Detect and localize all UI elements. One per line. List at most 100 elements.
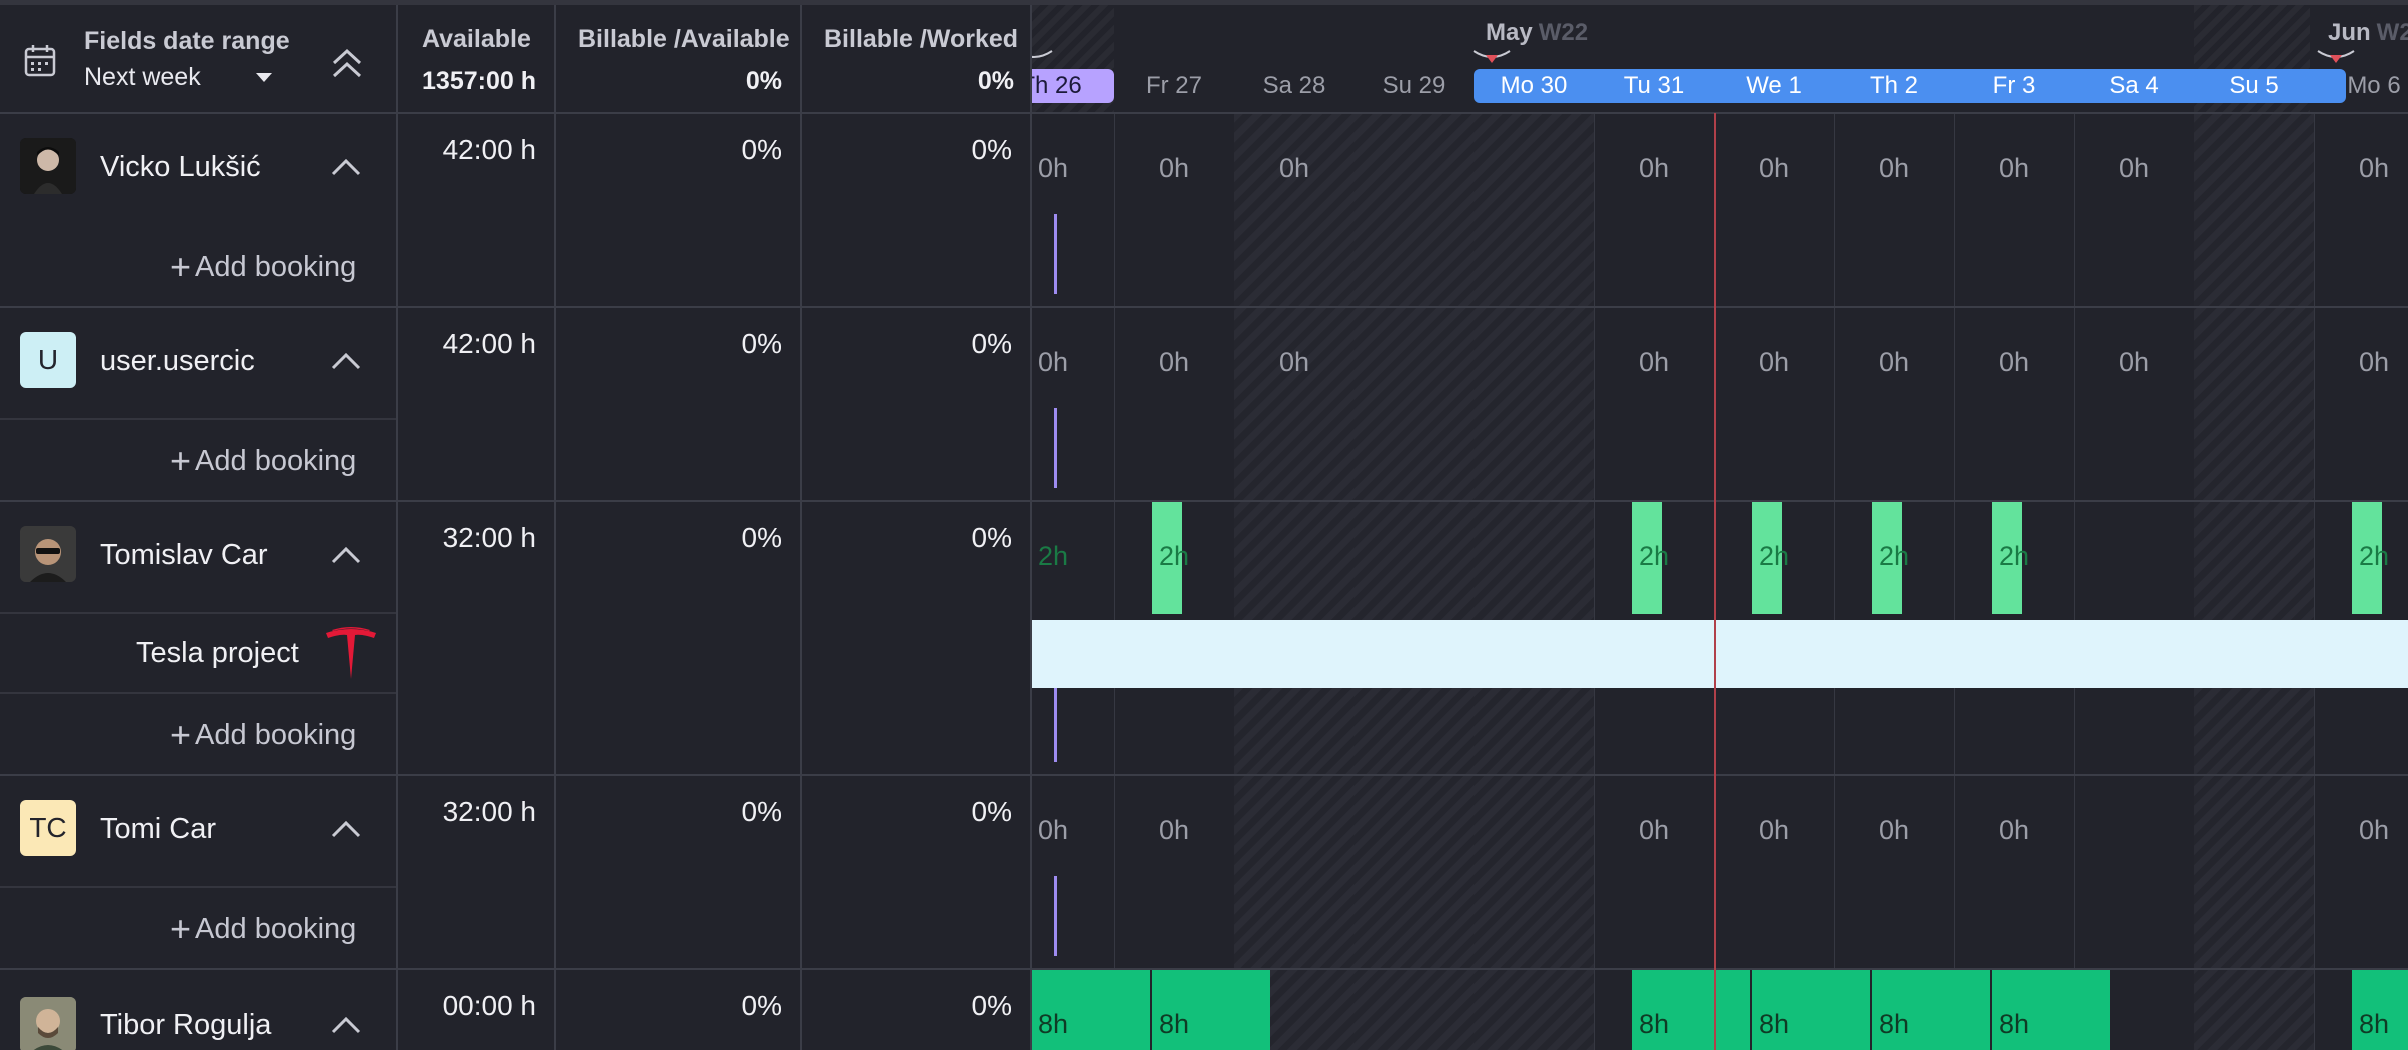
chevron-up-icon[interactable] [330,1015,362,1035]
day-label[interactable]: Sa 28 [1262,72,1326,99]
billable-available-column-header[interactable]: Billable /Available 0% [556,5,800,113]
day-hours[interactable]: 2h [1638,541,1670,571]
day-hours[interactable]: 0h [1998,153,2030,183]
plus-icon: + [170,908,192,949]
booking-block[interactable] [1152,502,1182,614]
avatar: U [20,332,76,388]
chevron-up-icon[interactable] [330,819,362,839]
day-hours[interactable]: 2h [1158,541,1190,571]
day-hours[interactable]: 0h [2358,153,2390,183]
chevron-up-icon[interactable] [330,351,362,371]
day-hours[interactable]: 0h [1758,815,1790,845]
day-label[interactable]: Su 29 [1382,72,1446,99]
day-hours[interactable]: 8h [2358,1009,2390,1039]
day-hours[interactable]: 2h [1998,541,2030,571]
day-label[interactable]: We 1 [1746,72,1802,99]
person-row: Vicko Lukšić + Add booking [0,113,396,306]
day-hours[interactable]: 0h [1878,815,1910,845]
day-label[interactable]: Tu 31 [1623,72,1685,99]
day-hours[interactable]: 8h [1038,1009,1069,1039]
day-hours[interactable]: 0h [1638,153,1670,183]
day-hours[interactable]: 2h [1758,541,1790,571]
billable-worked: 0% [971,522,1012,553]
chevron-up-icon[interactable] [330,157,362,177]
billable-worked: 0% [971,328,1012,359]
day-hours[interactable]: 0h [1278,153,1310,183]
day-hours[interactable]: 0h [1758,347,1790,377]
day-hours[interactable]: 2h [1038,541,1069,571]
booking-block[interactable] [1872,502,1902,614]
date-range-filter[interactable]: Fields date range Next week [0,5,396,113]
day-hours[interactable]: 0h [1758,153,1790,183]
day-hours[interactable]: 0h [2118,347,2150,377]
day-label-today[interactable]: Th 26 [1032,69,1114,103]
booking-block[interactable] [1752,502,1782,614]
person-name[interactable]: Vicko Lukšić [100,151,261,183]
day-hours[interactable]: 0h [1158,815,1190,845]
booking-block[interactable] [1752,970,1870,1050]
project-name[interactable]: Tesla project [136,637,299,669]
day-hours[interactable]: 0h [2118,153,2150,183]
booking-block[interactable] [2352,970,2408,1050]
day-hours[interactable]: 0h [1038,347,1069,377]
available-hours: 00:00 h [442,990,536,1021]
chevron-up-icon[interactable] [330,545,362,565]
day-hours[interactable]: 8h [1758,1009,1790,1039]
non-working-day [1354,113,1474,1050]
day-hours[interactable]: 2h [2358,541,2390,571]
add-booking-button[interactable]: + Add booking [170,246,357,287]
day-hours[interactable]: 0h [1998,347,2030,377]
day-hours[interactable]: 0h [1878,153,1910,183]
booking-block[interactable] [1032,970,1150,1050]
day-label[interactable]: Mo 6 [2347,72,2401,99]
add-booking-button[interactable]: + Add booking [170,440,357,481]
day-hours[interactable]: 0h [2358,815,2390,845]
billable-available: 0% [741,328,782,359]
day-hours[interactable]: 0h [1278,347,1310,377]
day-label[interactable]: Th 2 [1869,72,1919,99]
selected-range[interactable] [1474,69,2346,103]
booking-block[interactable] [1992,970,2110,1050]
add-booking-button[interactable]: + Add booking [170,908,357,949]
add-booking-button[interactable]: + Add booking [170,714,357,755]
booking-block[interactable] [1632,502,1662,614]
day-hours[interactable]: 0h [1878,347,1910,377]
booking-block[interactable] [1992,502,2022,614]
caret-down-icon[interactable] [254,70,274,84]
day-hours[interactable]: 8h [1998,1009,2030,1039]
day-label[interactable]: Fr 27 [1145,72,1202,99]
day-hours[interactable]: 0h [1158,347,1190,377]
day-hours[interactable]: 0h [1638,347,1670,377]
day-hours[interactable]: 0h [1638,815,1670,845]
billable-worked-column-header[interactable]: Billable /Worked 0% [802,5,1032,113]
person-name[interactable]: Tibor Rogulja [100,1009,272,1041]
day-label[interactable]: Su 5 [2229,72,2279,99]
day-separator [1834,113,1835,1050]
person-name[interactable]: Tomislav Car [100,539,268,571]
booking-block[interactable] [1872,970,1990,1050]
double-chevron-up-icon[interactable] [328,43,366,83]
day-hours[interactable]: 8h [1878,1009,1910,1039]
available-column-header[interactable]: Available 1357:00 h [398,5,554,113]
day-label[interactable]: Mo 30 [1500,72,1568,99]
booking-block[interactable] [1152,970,1270,1050]
day-label[interactable]: Fr 3 [1992,72,2036,99]
person-name[interactable]: user.usercic [100,345,255,377]
day-hours[interactable]: 8h [1638,1009,1670,1039]
date-range-select[interactable]: Next week [84,63,201,91]
day-hours[interactable]: 0h [1038,815,1069,845]
day-hours[interactable]: 0h [1158,153,1190,183]
day-hours[interactable]: 0h [1998,815,2030,845]
day-label[interactable]: Sa 4 [2109,72,2159,99]
project-booking-bar[interactable] [1032,620,2408,688]
non-working-day [1234,113,1354,1050]
day-hours[interactable]: 0h [2358,347,2390,377]
day-hours[interactable]: 0h [1038,153,1069,183]
day-hours[interactable]: 8h [1158,1009,1190,1039]
day-hours[interactable]: 2h [1878,541,1910,571]
booking-block[interactable] [1632,970,1750,1050]
today-line [1714,113,1716,1050]
divider [800,5,802,1050]
person-name[interactable]: Tomi Car [100,813,217,845]
booking-block[interactable] [2352,502,2382,614]
